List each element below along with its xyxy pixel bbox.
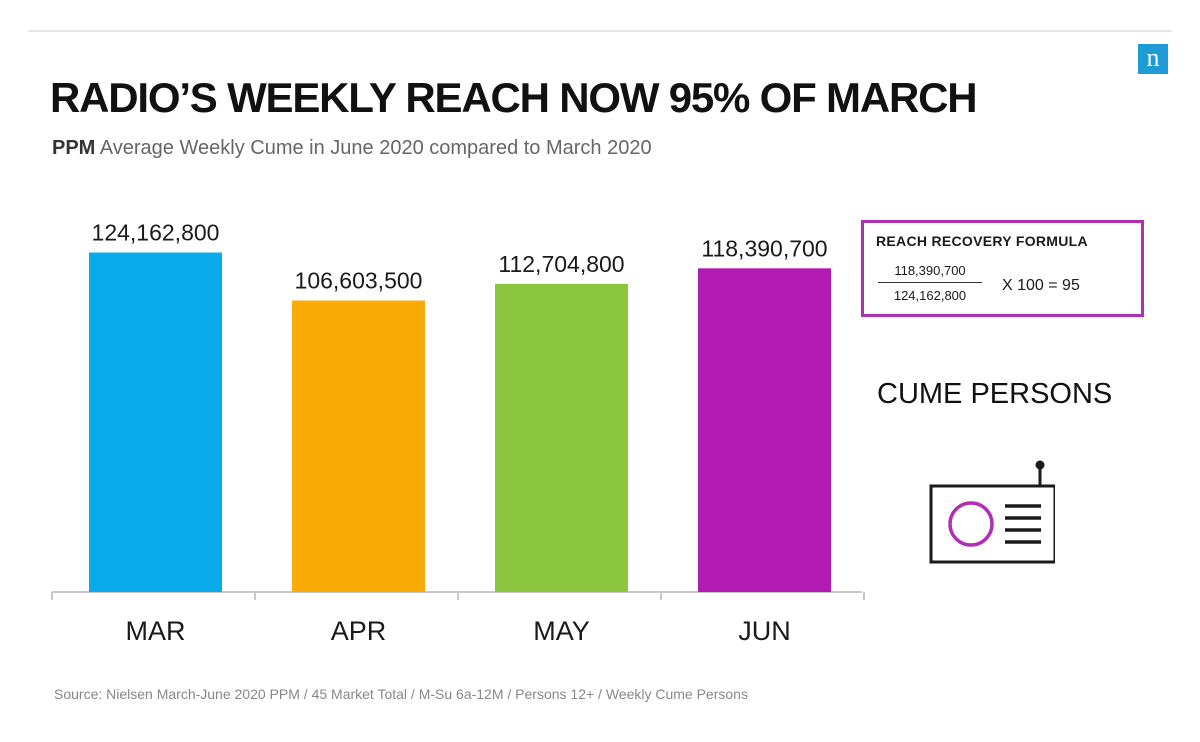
formula-numerator: 118,390,700 xyxy=(878,263,982,283)
formula-fraction: 118,390,700 124,162,800 xyxy=(878,263,982,303)
cume-persons-label: CUME PERSONS xyxy=(877,378,1113,410)
x-tick-label-jun: JUN xyxy=(738,616,791,646)
subtitle-text: Average Weekly Cume in June 2020 compare… xyxy=(95,137,652,159)
page-subtitle: PPM Average Weekly Cume in June 2020 com… xyxy=(52,136,652,160)
bar-mar xyxy=(89,252,222,592)
bar-may xyxy=(495,283,628,592)
subtitle-strong: PPM xyxy=(52,137,96,159)
data-label-mar: 124,162,800 xyxy=(92,220,220,246)
source-note: Source: Nielsen March-June 2020 PPM / 45… xyxy=(54,686,748,702)
bar-jun xyxy=(698,268,831,592)
radio-icon xyxy=(929,460,1055,564)
reach-recovery-formula-box: REACH RECOVERY FORMULA 118,390,700 124,1… xyxy=(861,220,1144,317)
x-tick-label-mar: MAR xyxy=(126,616,186,646)
top-divider xyxy=(28,30,1172,32)
formula-result: X 100 = 95 xyxy=(1002,277,1080,294)
nielsen-logo: n xyxy=(1138,44,1168,74)
formula-title: REACH RECOVERY FORMULA xyxy=(876,233,1088,249)
x-tick-label-may: MAY xyxy=(533,616,590,646)
bar-apr xyxy=(292,300,425,592)
page-title: RADIO’S WEEKLY REACH NOW 95% OF MARCH xyxy=(50,74,978,121)
x-tick-label-apr: APR xyxy=(331,616,387,646)
data-label-jun: 118,390,700 xyxy=(701,235,827,261)
formula-denominator: 124,162,800 xyxy=(893,288,967,303)
data-label-apr: 106,603,500 xyxy=(295,268,423,294)
data-label-may: 112,704,800 xyxy=(498,251,624,277)
